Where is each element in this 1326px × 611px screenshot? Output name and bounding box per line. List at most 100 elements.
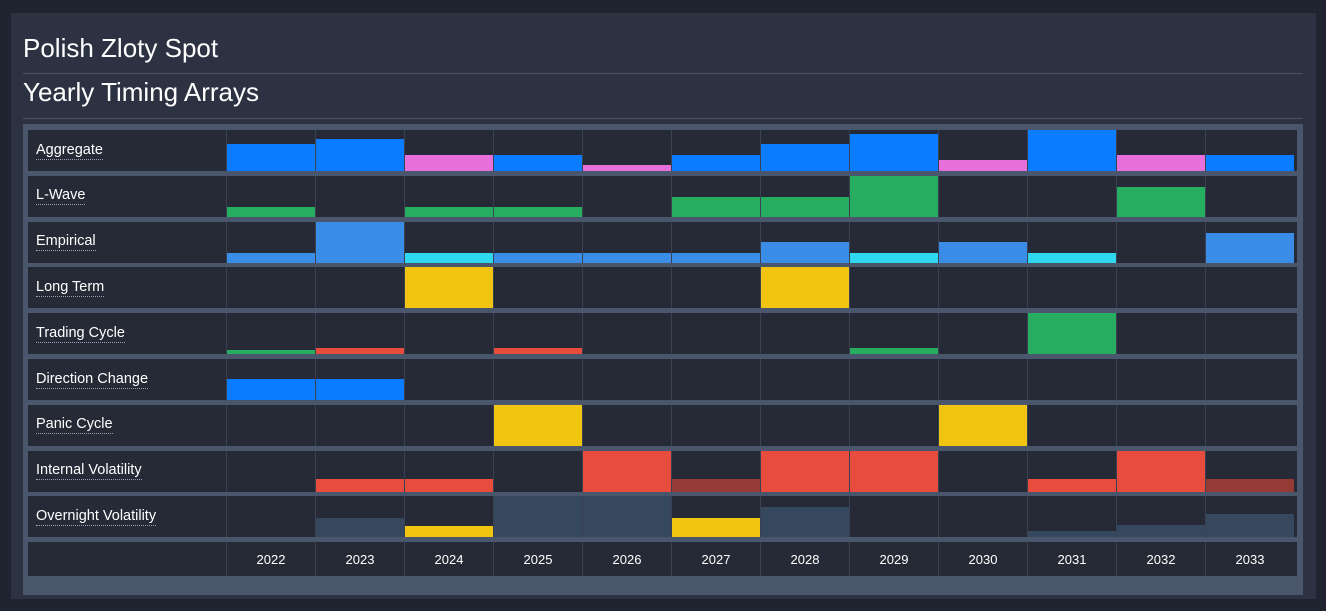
bar-internal-volatility-2032[interactable] <box>1117 450 1205 492</box>
cell-direction-change-2029 <box>849 359 938 400</box>
bar-direction-change-2022[interactable] <box>227 379 315 400</box>
bar-trading-cycle-2025[interactable] <box>494 348 582 355</box>
bar-overnight-volatility-2028[interactable] <box>761 507 849 538</box>
row-label-internal-volatility[interactable]: Internal Volatility <box>36 462 142 481</box>
cell-internal-volatility-2032 <box>1116 450 1205 492</box>
row-label-direction-change[interactable]: Direction Change <box>36 370 149 389</box>
cell-trading-cycle-2022 <box>226 313 315 355</box>
cell-trading-cycle-2028 <box>760 313 849 355</box>
bar-panic-cycle-2025[interactable] <box>494 404 582 446</box>
row-label-panic-cycle[interactable]: Panic Cycle <box>36 416 113 435</box>
timing-array-grid: Aggregate L-Wave Empirical Long Term Trading… <box>23 124 1303 595</box>
cell-empirical-2030 <box>938 221 1027 263</box>
cell-trading-cycle-2024 <box>404 313 493 355</box>
bar-l-wave-2028[interactable] <box>761 196 849 217</box>
bar-aggregate-2026[interactable] <box>583 165 671 171</box>
bar-empirical-2023[interactable] <box>316 221 404 263</box>
bar-aggregate-2023[interactable] <box>316 139 404 171</box>
bar-trading-cycle-2029[interactable] <box>850 348 938 355</box>
bar-internal-volatility-2027[interactable] <box>672 478 760 492</box>
bar-internal-volatility-2028[interactable] <box>761 450 849 492</box>
bar-l-wave-2029[interactable] <box>850 175 938 217</box>
cell-direction-change-2031 <box>1027 359 1116 400</box>
row-label-container: L-Wave <box>36 176 231 217</box>
cell-l-wave-2025 <box>493 175 582 217</box>
bar-empirical-2027[interactable] <box>672 252 760 263</box>
bar-overnight-volatility-2025[interactable] <box>494 496 582 538</box>
bar-empirical-2022[interactable] <box>227 252 315 263</box>
cell-aggregate-2030 <box>938 130 1027 171</box>
row-label-aggregate[interactable]: Aggregate <box>36 141 103 160</box>
bar-l-wave-2024[interactable] <box>405 206 493 217</box>
cell-direction-change-2027 <box>671 359 760 400</box>
bar-overnight-volatility-2024[interactable] <box>405 526 493 538</box>
bar-long-term-2024[interactable] <box>405 267 493 309</box>
bar-empirical-2025[interactable] <box>494 252 582 263</box>
bar-l-wave-2025[interactable] <box>494 206 582 217</box>
cell-empirical-2029 <box>849 221 938 263</box>
row-label-long-term[interactable]: Long Term <box>36 278 105 297</box>
bar-empirical-2029[interactable] <box>850 252 938 263</box>
cell-internal-volatility-2022 <box>226 450 315 492</box>
row-label-l-wave[interactable]: L-Wave <box>36 187 86 206</box>
bar-l-wave-2032[interactable] <box>1117 186 1205 217</box>
bar-empirical-2031[interactable] <box>1028 252 1116 263</box>
bar-internal-volatility-2029[interactable] <box>850 450 938 492</box>
bar-l-wave-2022[interactable] <box>227 206 315 217</box>
cell-internal-volatility-2031 <box>1027 450 1116 492</box>
cell-overnight-volatility-2028 <box>760 496 849 538</box>
bar-empirical-2033[interactable] <box>1206 232 1294 263</box>
cell-aggregate-2028 <box>760 130 849 171</box>
bar-internal-volatility-2024[interactable] <box>405 478 493 492</box>
row-label-overnight-volatility[interactable]: Overnight Volatility <box>36 507 157 526</box>
cell-direction-change-2030 <box>938 359 1027 400</box>
cell-aggregate-2027 <box>671 130 760 171</box>
bar-direction-change-2023[interactable] <box>316 379 404 400</box>
bar-overnight-volatility-2032[interactable] <box>1117 525 1205 538</box>
cell-overnight-volatility-2022 <box>226 496 315 538</box>
bar-empirical-2024[interactable] <box>405 252 493 263</box>
bar-internal-volatility-2031[interactable] <box>1028 478 1116 492</box>
bar-overnight-volatility-2031[interactable] <box>1028 531 1116 538</box>
cell-trading-cycle-2031 <box>1027 313 1116 355</box>
bar-aggregate-2033[interactable] <box>1206 155 1294 171</box>
bar-panic-cycle-2030[interactable] <box>939 404 1027 446</box>
row-label-empirical[interactable]: Empirical <box>36 233 96 252</box>
bar-empirical-2028[interactable] <box>761 241 849 263</box>
bar-overnight-volatility-2027[interactable] <box>672 518 760 538</box>
year-label-2028: 2028 <box>760 542 849 577</box>
bar-aggregate-2025[interactable] <box>494 155 582 171</box>
bar-aggregate-2031[interactable] <box>1028 130 1116 171</box>
bar-empirical-2026[interactable] <box>583 252 671 263</box>
row-label-container: Aggregate <box>36 130 231 171</box>
bar-aggregate-2027[interactable] <box>672 155 760 171</box>
cell-direction-change-2024 <box>404 359 493 400</box>
cell-aggregate-2029 <box>849 130 938 171</box>
bar-overnight-volatility-2033[interactable] <box>1206 514 1294 538</box>
cell-aggregate-2023 <box>315 130 404 171</box>
cell-aggregate-2026 <box>582 130 671 171</box>
bar-internal-volatility-2033[interactable] <box>1206 478 1294 492</box>
cell-empirical-2032 <box>1116 221 1205 263</box>
bar-aggregate-2029[interactable] <box>850 134 938 171</box>
bar-l-wave-2027[interactable] <box>672 196 760 217</box>
bar-trading-cycle-2022[interactable] <box>227 350 315 355</box>
bar-internal-volatility-2023[interactable] <box>316 478 404 492</box>
bar-aggregate-2030[interactable] <box>939 160 1027 171</box>
bar-trading-cycle-2031[interactable] <box>1028 313 1116 355</box>
year-label-2026: 2026 <box>582 542 671 577</box>
bar-internal-volatility-2026[interactable] <box>583 450 671 492</box>
bar-trading-cycle-2023[interactable] <box>316 348 404 355</box>
bar-overnight-volatility-2026[interactable] <box>583 496 671 538</box>
bar-aggregate-2032[interactable] <box>1117 155 1205 171</box>
row-direction-change: Direction Change <box>28 359 1297 400</box>
cell-trading-cycle-2023 <box>315 313 404 355</box>
cell-aggregate-2033 <box>1205 130 1294 171</box>
bar-empirical-2030[interactable] <box>939 241 1027 263</box>
bar-aggregate-2028[interactable] <box>761 144 849 171</box>
row-label-trading-cycle[interactable]: Trading Cycle <box>36 324 125 343</box>
bar-aggregate-2022[interactable] <box>227 144 315 171</box>
bar-aggregate-2024[interactable] <box>405 155 493 171</box>
bar-overnight-volatility-2023[interactable] <box>316 518 404 538</box>
bar-long-term-2028[interactable] <box>761 267 849 309</box>
